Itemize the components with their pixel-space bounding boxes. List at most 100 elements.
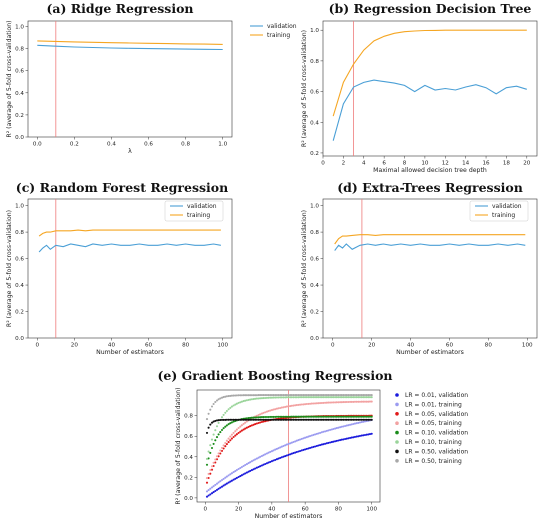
x-tick-label: 0 (204, 507, 208, 513)
data-point (297, 396, 300, 399)
data-point (315, 402, 318, 405)
data-point (367, 396, 370, 399)
data-point (255, 397, 258, 400)
data-point (205, 490, 209, 493)
data-point (332, 394, 335, 397)
y-tick-label: 0.8 (310, 230, 319, 236)
data-point (265, 415, 268, 419)
data-point (347, 437, 350, 440)
data-point (357, 421, 360, 424)
data-point (270, 394, 273, 397)
data-point (360, 418, 363, 421)
data-point (357, 435, 360, 438)
data-point (242, 422, 245, 425)
data-point (272, 396, 275, 399)
data-point (367, 400, 370, 403)
data-point (285, 396, 288, 399)
data-point (302, 448, 305, 451)
data-point (232, 435, 235, 439)
data-point (325, 401, 328, 404)
data-point (269, 396, 272, 399)
data-point (290, 394, 293, 397)
y-tick-label: 0.4 (184, 455, 193, 461)
data-point (365, 433, 368, 436)
data-point (217, 452, 220, 455)
data-point (275, 418, 278, 421)
x-tick-label: 8 (403, 161, 407, 167)
data-point (272, 394, 275, 397)
data-point (255, 418, 258, 421)
legend: validation training (250, 23, 297, 39)
data-point (322, 443, 325, 446)
y-tick-label: 0.4 (15, 283, 24, 289)
data-point (349, 394, 352, 397)
data-point (280, 418, 283, 421)
data-point (289, 453, 292, 456)
data-point (294, 404, 297, 407)
data-point (282, 418, 285, 421)
data-point (317, 396, 320, 399)
data-point (225, 395, 228, 398)
data-point (355, 435, 358, 438)
legend-label: validation (492, 203, 522, 210)
data-point (244, 421, 247, 424)
data-point (240, 400, 243, 403)
legend-label: training (492, 212, 515, 219)
data-point (259, 455, 262, 458)
data-point (294, 418, 297, 421)
data-point (312, 402, 315, 405)
data-point (342, 394, 345, 397)
chart-title: (c) Random Forest Regression (16, 180, 228, 195)
data-point (305, 396, 308, 399)
data-point (225, 439, 228, 442)
data-point (340, 415, 343, 418)
panel-a: (a) Ridge Regression 0.0 0.2 0.4 0.6 0.8 1.0 0.… (6, 1, 297, 155)
data-point (350, 436, 353, 439)
data-point (282, 444, 285, 448)
x-tick-label: 40 (407, 343, 415, 349)
data-point (345, 418, 348, 421)
y-tick-label: 1.0 (310, 28, 319, 34)
panel-b: (b) Regression Decision Tree 0 2 4 6 8 10 12 14 1… (301, 1, 538, 174)
data-point (242, 418, 245, 421)
data-point (312, 445, 315, 448)
data-point (280, 456, 283, 459)
data-point (314, 445, 317, 448)
data-point (229, 394, 232, 397)
data-point (292, 396, 295, 399)
data-point (222, 484, 225, 487)
data-point (232, 394, 235, 397)
y-tick-label: 0.0 (310, 336, 319, 342)
data-point (347, 400, 350, 404)
x-tick-label: 0.4 (107, 142, 116, 148)
y-axis-label: R² (average of 5-fold cross-validation) (6, 20, 13, 137)
y-tick-label: 0.6 (15, 69, 24, 75)
data-point (244, 399, 247, 402)
data-point (340, 425, 343, 428)
data-point (265, 462, 268, 465)
series-line-training (334, 234, 526, 245)
data-point (370, 394, 373, 397)
data-point (320, 415, 323, 418)
data-point (264, 453, 267, 456)
data-point (269, 415, 272, 418)
data-point (264, 411, 267, 414)
data-point (315, 415, 318, 418)
series-line-validation (38, 243, 221, 253)
data-point (239, 430, 242, 433)
data-point (289, 394, 292, 397)
data-point (335, 415, 338, 418)
data-point (330, 418, 333, 421)
data-point (290, 404, 293, 407)
data-point (339, 415, 342, 418)
data-point (260, 420, 263, 424)
data-point (242, 400, 245, 403)
legend-label: LR = 0.01, training (405, 401, 462, 408)
data-point (330, 394, 333, 397)
data-point (285, 454, 288, 457)
data-point (239, 425, 242, 428)
data-point (334, 394, 337, 397)
data-point (245, 394, 248, 397)
data-point (224, 418, 227, 421)
data-point (319, 431, 322, 434)
